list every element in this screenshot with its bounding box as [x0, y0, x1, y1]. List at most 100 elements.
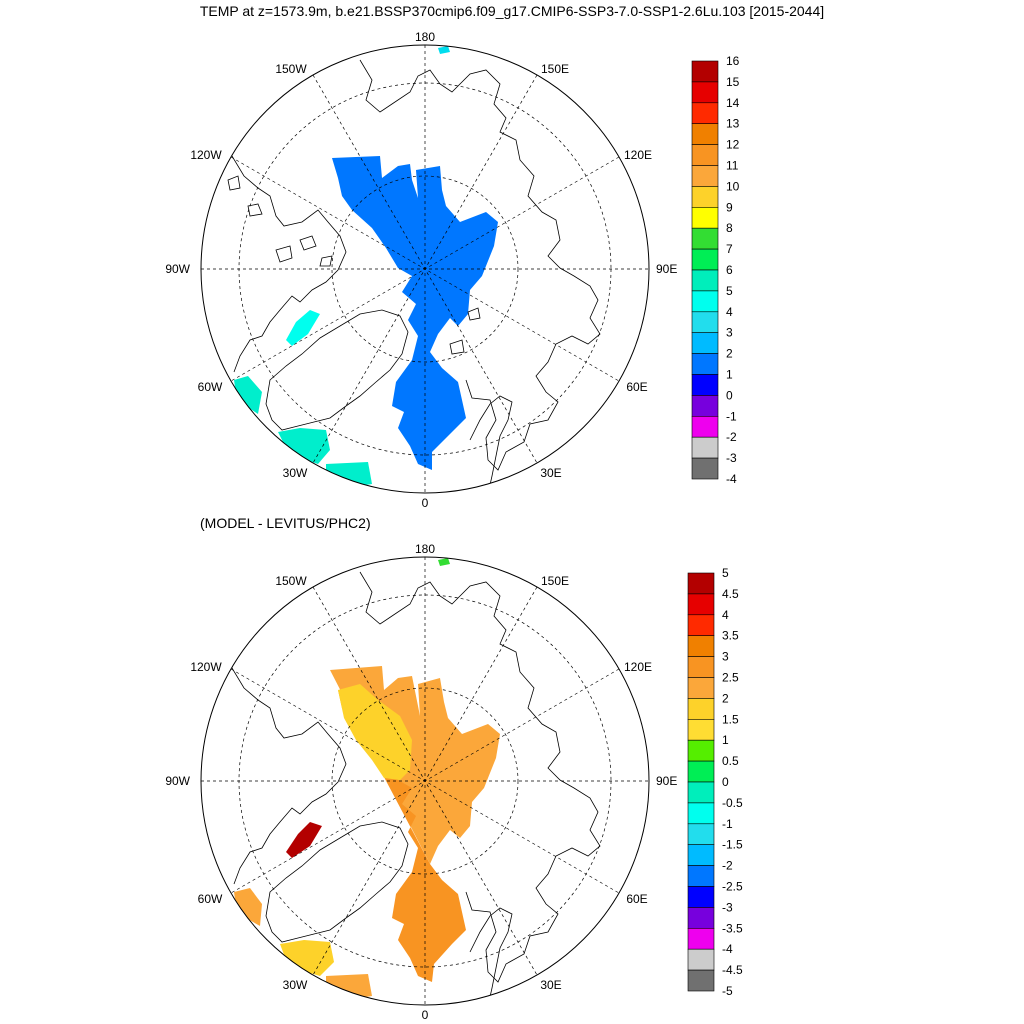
colorbar-bottom-swatch: [687, 572, 715, 595]
diff-field-bering: [438, 558, 450, 566]
colorbar-bottom-label: -0.5: [722, 796, 743, 810]
coastline-siberia: [359, 59, 601, 471]
colorbar-bottom-label: 4.5: [722, 587, 739, 601]
lon-label-150e-b: 150E: [541, 574, 569, 588]
lon-label-30e: 30E: [540, 466, 561, 480]
colorbar-bottom-label: -2: [722, 859, 733, 873]
lon-label-60w: 60W: [198, 380, 223, 394]
colorbar-top-swatch: [691, 457, 719, 480]
lon-label-90e-b: 90E: [656, 774, 677, 788]
colorbar-top-swatch: [691, 248, 719, 271]
lon-label-150e: 150E: [541, 62, 569, 76]
colorbar-top-label: -4: [726, 472, 737, 486]
temp-field-greenland-sea: [278, 428, 330, 464]
lon-label-0-b: 0: [422, 1008, 429, 1022]
colorbar-top-swatch: [691, 144, 719, 166]
lon-label-120w: 120W: [190, 148, 222, 162]
temp-field-bering: [438, 46, 450, 54]
diff-field-norwegian: [326, 974, 372, 1000]
colorbar-bottom-label: 5: [722, 566, 729, 580]
colorbar-bottom-swatch: [687, 802, 715, 825]
colorbar-bottom-label: 3.5: [722, 629, 739, 643]
coastline-canada-b: [213, 651, 347, 885]
lon-label-150w: 150W: [275, 62, 307, 76]
lon-label-120w-b: 120W: [190, 660, 222, 674]
lon-label-30w: 30W: [283, 466, 308, 480]
colorbar-top-swatch: [691, 186, 719, 208]
colorbar-top-swatch: [691, 332, 719, 354]
colorbar-bottom-swatch: [687, 635, 715, 657]
colorbar-top-label: -2: [726, 430, 737, 444]
colorbar-bottom-label: 2: [722, 691, 729, 705]
colorbar-bottom-swatch: [687, 760, 715, 783]
lon-label-30w-b: 30W: [283, 978, 308, 992]
colorbar-top-label: 7: [726, 242, 733, 256]
coastline-siberia-b: [359, 571, 601, 983]
lon-label-90w-b: 90W: [165, 774, 190, 788]
colorbar-top-swatch: [691, 207, 719, 229]
map-boundary: [200, 44, 650, 494]
lon-label-30e-b: 30E: [540, 978, 561, 992]
colorbar-bottom-label: -2.5: [722, 880, 743, 894]
colorbar-bottom-swatch: [687, 969, 715, 992]
diff-field-atlantic: [338, 690, 466, 982]
meridians-b: [201, 557, 649, 1005]
colorbar-top-swatch: [691, 227, 719, 250]
diff-field-canada-basin: [338, 684, 412, 780]
colorbar-bottom-label: -1.5: [722, 838, 743, 852]
colorbar-bottom-swatch: [687, 886, 715, 908]
colorbar-bottom-swatch: [687, 865, 715, 887]
coastline-greenland-b: [265, 821, 409, 943]
colorbar-bottom-swatch: [687, 927, 715, 950]
latitude-circle-80-b: [331, 687, 519, 875]
lon-label-180: 180: [415, 30, 435, 44]
colorbar-top-label: 6: [726, 263, 733, 277]
colorbar-top-swatch: [691, 81, 719, 104]
colorbar-bottom-label: -5: [722, 984, 733, 998]
colorbar-bottom-label: -3: [722, 900, 733, 914]
colorbar-top-label: 14: [726, 96, 740, 110]
diff-field-labrador: [234, 888, 262, 926]
colorbar-top-label: 11: [726, 159, 739, 173]
temp-field-baffin: [286, 310, 320, 346]
figure-title: TEMP at z=1573.9m, b.e21.BSSP370cmip6.f0…: [200, 3, 824, 19]
temp-field-arctic: [332, 156, 498, 470]
colorbar-top-label: 10: [726, 179, 740, 193]
colorbar-bottom-swatch: [687, 677, 715, 699]
colorbar-top-label: 9: [726, 200, 733, 214]
colorbar-top-label: 5: [726, 284, 733, 298]
lon-label-0: 0: [422, 496, 429, 510]
colorbar-bottom-label: -4.5: [722, 963, 743, 977]
colorbar-bottom-swatch: [687, 948, 715, 971]
colorbar-top-swatch: [691, 269, 719, 292]
difference-title: (MODEL - LEVITUS/PHC2): [200, 515, 371, 531]
colorbar-bottom-swatch: [687, 614, 715, 636]
coastline-canada: [213, 139, 347, 373]
colorbar-top-swatch: [691, 353, 719, 375]
colorbar-top-label: 15: [726, 75, 740, 89]
colorbar-bottom-label: 0: [722, 775, 729, 789]
colorbar-bottom-label: -3.5: [722, 921, 743, 935]
colorbar-bottom-label: 3: [722, 650, 729, 664]
colorbar-bottom-swatch: [687, 656, 715, 678]
colorbar-top-label: 13: [726, 117, 740, 131]
colorbar-top-swatch: [691, 436, 719, 459]
colorbar-top-swatch: [691, 165, 719, 187]
colorbar-top-label: 1: [726, 368, 733, 382]
colorbar-top-swatch: [691, 415, 719, 438]
colorbar-bottom-swatch: [687, 718, 715, 741]
colorbar-top-label: 8: [726, 221, 733, 235]
colorbar-top-swatch: [691, 123, 719, 145]
colorbar-top-label: 3: [726, 326, 733, 340]
colorbar-top-label: 16: [726, 54, 740, 68]
lon-label-60e-b: 60E: [626, 892, 647, 906]
colorbar-bottom-swatch: [687, 844, 715, 866]
lon-label-60e: 60E: [626, 380, 647, 394]
temp-field-labrador: [234, 376, 262, 414]
lon-label-150w-b: 150W: [275, 574, 307, 588]
colorbar-bottom-swatch: [687, 907, 715, 929]
colorbar-bottom-label: 0.5: [722, 754, 739, 768]
colorbar-top-swatch: [691, 60, 719, 83]
